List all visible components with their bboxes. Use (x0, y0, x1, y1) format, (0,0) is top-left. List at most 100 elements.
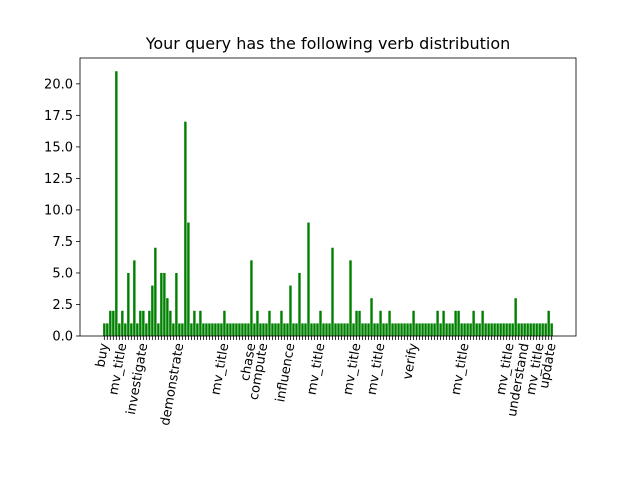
bar (247, 323, 250, 336)
bar (475, 323, 478, 336)
bar (454, 310, 457, 336)
bar (523, 323, 526, 336)
x-tick-label: verify (400, 342, 421, 381)
bar (478, 323, 481, 336)
chart-title: Your query has the following verb distri… (145, 34, 511, 53)
bar (502, 323, 505, 336)
bar (256, 310, 259, 336)
x-tick-label: demonstrate (158, 342, 187, 427)
bar (142, 310, 145, 336)
bar (253, 323, 256, 336)
bar (220, 323, 223, 336)
bar (286, 323, 289, 336)
y-tick-label: 15.0 (44, 140, 73, 155)
bar (445, 323, 448, 336)
bar (382, 323, 385, 336)
y-tick-label: 7.5 (52, 235, 73, 250)
bar (472, 310, 475, 336)
bar (331, 247, 334, 336)
bar (481, 310, 484, 336)
bar (433, 323, 436, 336)
bar (172, 323, 175, 336)
y-tick-label: 2.5 (52, 298, 73, 313)
bar (376, 323, 379, 336)
bar (202, 323, 205, 336)
bar (178, 323, 181, 336)
bar (160, 272, 163, 336)
bar (514, 298, 517, 336)
bar (121, 310, 124, 336)
bar (235, 323, 238, 336)
bar (193, 310, 196, 336)
bar (346, 323, 349, 336)
bar (139, 310, 142, 336)
bar (373, 323, 376, 336)
bar (187, 222, 190, 336)
bar (328, 323, 331, 336)
bar (130, 323, 133, 336)
bar (385, 323, 388, 336)
bar (175, 272, 178, 336)
bar (421, 323, 424, 336)
bar (271, 323, 274, 336)
bar (361, 323, 364, 336)
bar (541, 323, 544, 336)
bar (424, 323, 427, 336)
bar (544, 323, 547, 336)
bar (103, 323, 106, 336)
bar (217, 323, 220, 336)
bar (352, 323, 355, 336)
bar (355, 310, 358, 336)
bar (517, 323, 520, 336)
bar (511, 323, 514, 336)
bar (340, 323, 343, 336)
x-tick-label: influence (273, 342, 298, 403)
bar (391, 323, 394, 336)
bar (163, 272, 166, 336)
bar (364, 323, 367, 336)
bar (439, 323, 442, 336)
bar (118, 323, 121, 336)
bar (547, 310, 550, 336)
bar (349, 260, 352, 336)
x-tick-label: mv_title (365, 342, 389, 396)
x-tick-label: chase (238, 342, 259, 382)
bar (337, 323, 340, 336)
bar (136, 323, 139, 336)
bar (298, 272, 301, 336)
bar (430, 323, 433, 336)
bar (229, 323, 232, 336)
bar (427, 323, 430, 336)
bar (112, 310, 115, 336)
bar (319, 310, 322, 336)
bar (358, 310, 361, 336)
bar (535, 323, 538, 336)
bar (418, 323, 421, 336)
bar (412, 310, 415, 336)
bar (334, 323, 337, 336)
bar (292, 323, 295, 336)
bar (316, 323, 319, 336)
bar (487, 323, 490, 336)
bar (106, 323, 109, 336)
bar (145, 323, 148, 336)
bar (415, 323, 418, 336)
bar (115, 71, 118, 336)
bar (325, 323, 328, 336)
x-tick-label: mv_title (305, 342, 329, 396)
bar (388, 310, 391, 336)
bar (244, 323, 247, 336)
bar (403, 323, 406, 336)
bar (532, 323, 535, 336)
bar (280, 310, 283, 336)
bar (550, 323, 553, 336)
bar (268, 310, 271, 336)
bar (148, 310, 151, 336)
bar (214, 323, 217, 336)
bar (397, 323, 400, 336)
bar (508, 323, 511, 336)
bar (409, 323, 412, 336)
bar (232, 323, 235, 336)
bar (394, 323, 397, 336)
